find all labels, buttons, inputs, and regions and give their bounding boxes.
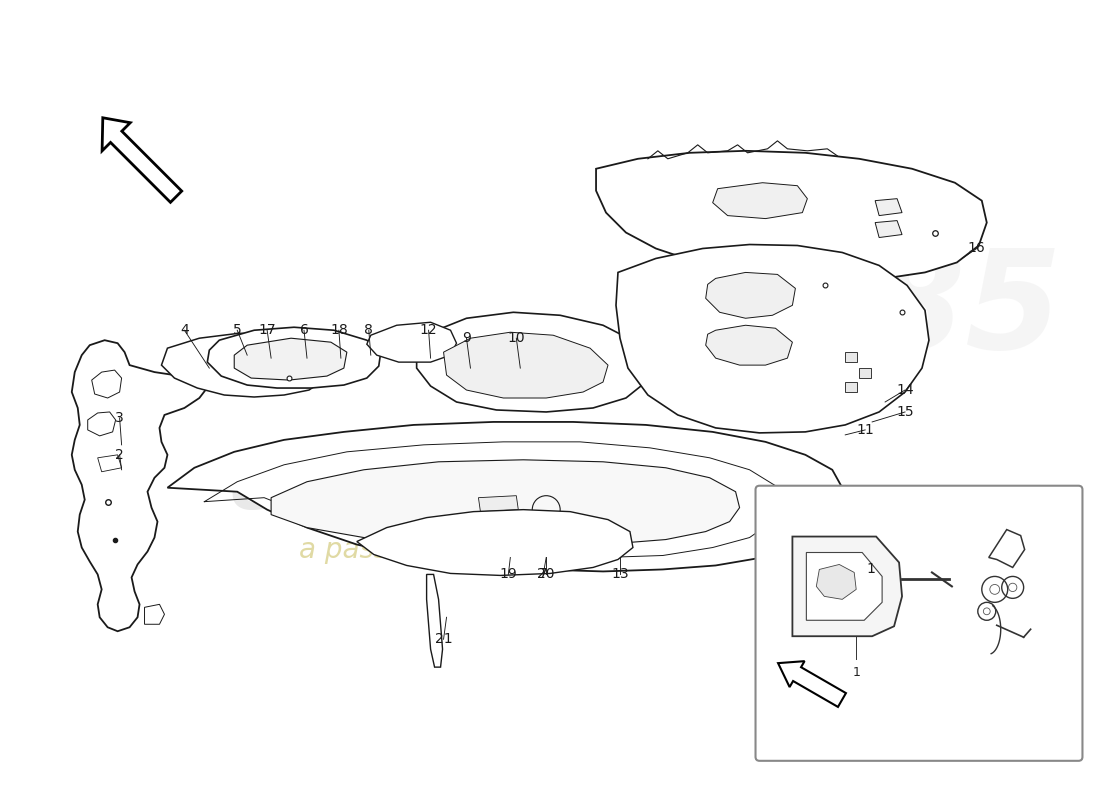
Polygon shape [806,553,882,620]
Text: 19: 19 [499,567,517,582]
Text: 1: 1 [852,666,860,679]
Polygon shape [207,327,381,388]
Text: 4: 4 [180,323,189,338]
Polygon shape [713,182,807,218]
Polygon shape [88,412,116,436]
Text: 2: 2 [116,448,124,462]
Polygon shape [706,326,792,365]
Text: 7: 7 [539,567,548,582]
Text: 11: 11 [856,423,875,437]
Polygon shape [816,565,856,599]
Polygon shape [271,460,739,546]
Polygon shape [91,370,122,398]
Polygon shape [356,510,632,575]
Polygon shape [845,382,857,392]
Text: 20: 20 [538,567,556,582]
Polygon shape [417,312,650,412]
Polygon shape [366,322,456,362]
Text: 1: 1 [867,562,876,577]
Text: 18: 18 [330,323,348,338]
Polygon shape [427,574,442,667]
Text: 3: 3 [116,411,124,425]
Text: s: s [789,244,846,337]
Text: 5: 5 [233,323,242,338]
Text: 15: 15 [896,405,914,419]
Polygon shape [167,422,843,571]
Polygon shape [72,340,214,631]
Polygon shape [162,334,329,397]
Polygon shape [792,537,902,636]
Polygon shape [989,530,1024,567]
FancyBboxPatch shape [756,486,1082,761]
Polygon shape [876,198,902,216]
Text: 14: 14 [896,383,914,397]
Polygon shape [859,368,871,378]
Text: 10: 10 [507,331,525,346]
Polygon shape [876,221,902,238]
Polygon shape [234,338,346,380]
Polygon shape [102,118,182,202]
Text: 985: 985 [772,242,1062,378]
Text: 6: 6 [299,323,308,338]
Text: 8: 8 [364,323,373,338]
Text: 13: 13 [612,567,629,582]
Polygon shape [98,455,122,472]
Text: 12: 12 [420,323,438,338]
Polygon shape [778,661,846,707]
Polygon shape [144,604,165,624]
Text: a passion for parts: a passion for parts [299,535,558,563]
Text: 16: 16 [968,242,986,255]
Text: 21: 21 [434,632,452,646]
Polygon shape [845,352,857,362]
Polygon shape [596,151,987,280]
Polygon shape [616,245,930,433]
Text: 17: 17 [258,323,276,338]
Polygon shape [478,496,518,512]
Text: europarts: europarts [229,455,628,524]
Polygon shape [706,273,795,318]
Text: 9: 9 [462,331,471,346]
Polygon shape [443,332,608,398]
